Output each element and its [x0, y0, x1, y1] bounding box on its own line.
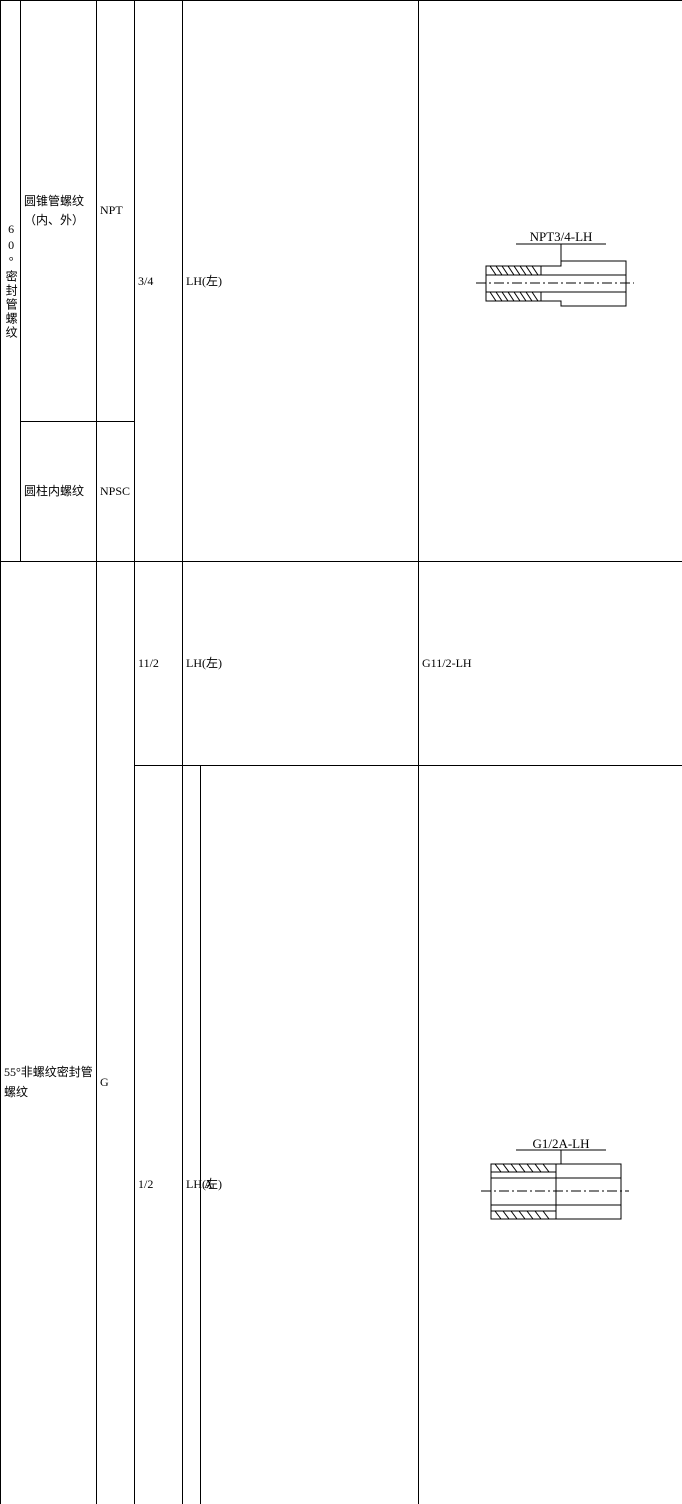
cat-60: 60°密封管螺纹	[1, 1, 21, 562]
sub-cone: 圆锥管螺纹（内、外）	[21, 1, 97, 422]
fig-npt: NPT3/4-LH	[419, 1, 682, 562]
code-g: G	[97, 562, 135, 1504]
size-112: 11/2	[135, 562, 183, 766]
cat-55ns: 55°非螺纹密封管螺纹	[1, 562, 97, 1504]
sub-cyl-int: 圆柱内螺纹	[21, 422, 97, 562]
fig-g12a: G1/2A-LH	[419, 766, 682, 1504]
size-12: 1/2	[135, 766, 183, 1504]
dir-lh2a: LH(左)	[183, 562, 419, 766]
grade-a: A	[201, 766, 419, 1504]
dir-lh1: LH(左)	[183, 1, 419, 562]
size-34: 3/4	[135, 1, 183, 562]
code-npsc: NPSC	[97, 422, 135, 562]
fig-g112: G11/2-LH	[419, 562, 682, 766]
code-npt: NPT	[97, 1, 135, 422]
dir-lh2b: LH(左)	[183, 766, 201, 1504]
svg-text:G1/2A-LH: G1/2A-LH	[532, 1136, 589, 1151]
fig-npt-label: NPT3/4-LH	[529, 229, 592, 244]
